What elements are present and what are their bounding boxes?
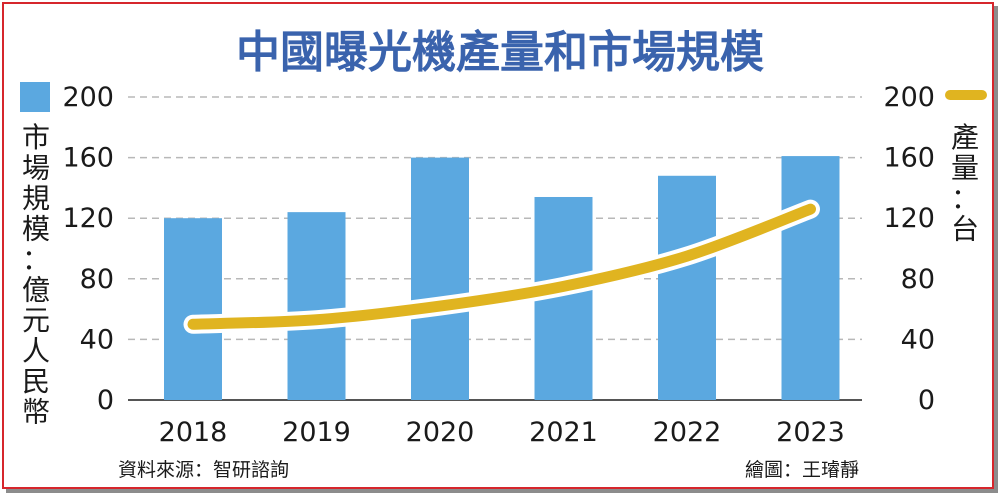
axis-label-char: ：: [22, 243, 50, 276]
credit-note: 繪圖：王璿靜: [745, 459, 859, 481]
frame-shadow-bottom: [6, 489, 998, 493]
bar: [287, 212, 346, 400]
y-right-tick-label: 200: [883, 82, 935, 113]
axis-label-char: 模: [22, 213, 50, 246]
bar: [781, 156, 840, 400]
bar: [658, 175, 716, 400]
grid-lines: [128, 96, 862, 401]
production-line: [187, 203, 816, 330]
y-left-tick-label: 80: [80, 264, 114, 295]
source-note: 資料來源：智研諮詢: [118, 459, 289, 481]
axis-label-char: 億: [22, 274, 50, 307]
frame-shadow-right: [994, 6, 998, 493]
y-tick-labels: 0 0 40 40 80 80 120 120 160 160 200 200: [62, 82, 935, 416]
chart-title: 中國曝光機產量和市場規模: [236, 27, 764, 78]
y-right-tick-label: 80: [901, 264, 935, 295]
y-left-tick-label: 40: [80, 324, 114, 355]
y-left-tick-label: 0: [97, 385, 114, 416]
axis-label-char: 市: [22, 121, 50, 154]
y-left-tick-label: 160: [62, 143, 114, 174]
legend-bar-swatch: [20, 82, 50, 112]
x-tick-label: 2018: [159, 417, 228, 448]
bar: [411, 157, 469, 400]
y-left-tick-label: 120: [62, 203, 114, 234]
y-right-axis-label: 產量：台: [951, 121, 979, 246]
y-left-tick-label: 200: [62, 82, 114, 113]
axis-label-char: 幣: [22, 396, 50, 429]
bar: [164, 218, 222, 400]
y-left-axis-label: 市場規模：億元人民幣: [22, 121, 50, 429]
axis-label-char: 規: [22, 182, 50, 215]
x-tick-label: 2022: [653, 417, 722, 448]
bar-series: [164, 156, 840, 400]
y-right-tick-label: 0: [918, 385, 935, 416]
axis-label-char: 產: [951, 121, 979, 154]
x-tick-label: 2019: [282, 417, 351, 448]
axis-label-char: 元: [22, 304, 50, 337]
x-tick-labels: 2018 2019 2020 2021 2022 2023: [159, 417, 845, 448]
axis-label-char: 場: [22, 152, 50, 185]
y-right-tick-label: 40: [901, 324, 935, 355]
x-tick-label: 2021: [529, 417, 598, 448]
y-right-tick-label: 120: [883, 203, 935, 234]
axis-label-char: 量: [951, 152, 979, 185]
axis-label-char: 民: [22, 365, 50, 398]
y-right-tick-label: 160: [883, 143, 935, 174]
x-tick-label: 2023: [776, 417, 845, 448]
line-series: [183, 199, 820, 334]
axis-label-char: 人: [22, 335, 50, 368]
line-halo: [183, 199, 820, 334]
axis-label-char: 台: [951, 213, 979, 246]
axis-label-char: ：: [951, 182, 979, 215]
x-tick-label: 2020: [406, 417, 475, 448]
legend: [20, 82, 987, 112]
